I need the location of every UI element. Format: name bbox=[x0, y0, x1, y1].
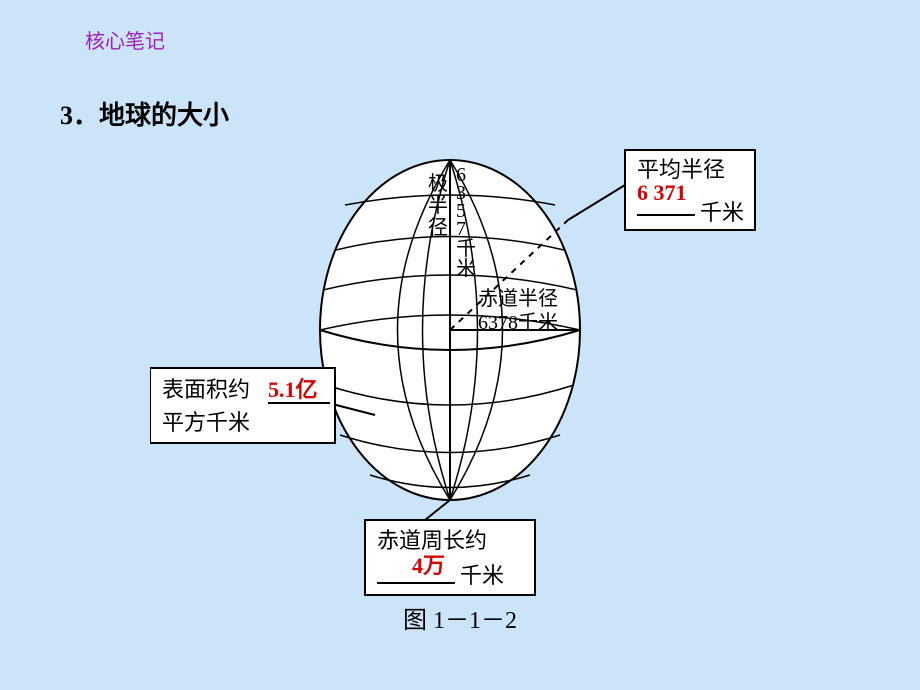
equator-radius-name: 赤道半径 bbox=[478, 287, 558, 310]
earth-diagram: 极 半 径 6 3 5 7 千 米 赤道半径 6378千米 平均半径 6 371… bbox=[150, 70, 800, 660]
avg-radius-leader bbox=[568, 185, 625, 220]
avg-radius-value: 6 371 bbox=[637, 180, 687, 205]
section-number: 3． bbox=[60, 101, 99, 130]
equator-circum-line1: 赤道周长约 bbox=[377, 528, 487, 553]
figure-caption: 图 1－1－2 bbox=[0, 600, 920, 635]
surface-area-prefix: 表面积约 bbox=[162, 377, 250, 402]
header-note: 核心笔记 bbox=[85, 25, 165, 54]
equator-radius-value: 6378千米 bbox=[478, 311, 558, 334]
equator-circum-value: 4万 bbox=[412, 553, 445, 578]
avg-radius-line1: 平均半径 bbox=[637, 157, 725, 182]
avg-radius-unit: 千米 bbox=[700, 200, 744, 225]
equator-circum-leader bbox=[425, 500, 450, 520]
page-root: 核心笔记 3．地球的大小 bbox=[0, 0, 920, 690]
equator-circum-unit: 千米 bbox=[460, 563, 504, 588]
surface-area-line2: 平方千米 bbox=[162, 410, 250, 435]
diagram-svg: 极 半 径 6 3 5 7 千 米 赤道半径 6378千米 平均半径 6 371… bbox=[150, 70, 800, 660]
surface-area-value: 5.1亿 bbox=[268, 377, 318, 402]
